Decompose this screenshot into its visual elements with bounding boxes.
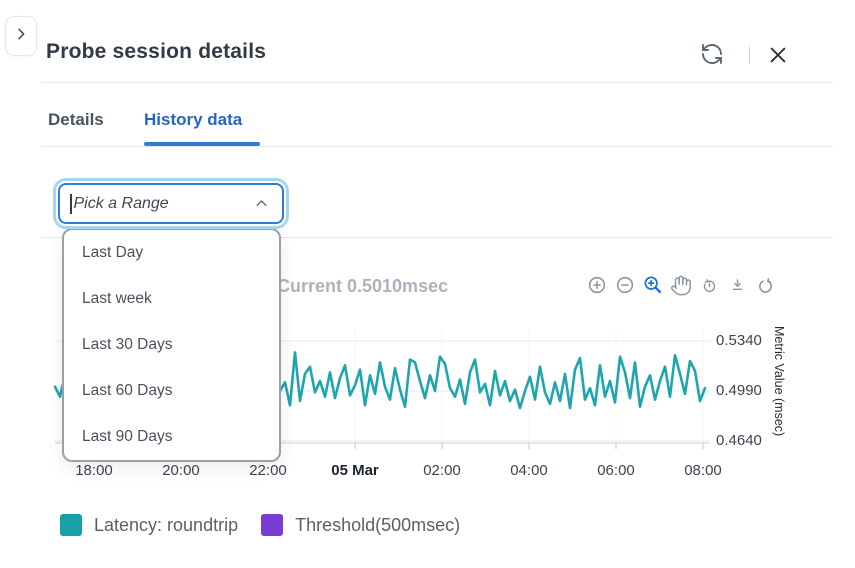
dropdown-option[interactable]: Last week xyxy=(82,290,152,307)
dropdown-option[interactable]: Last Day xyxy=(82,244,144,261)
selection-zoom-button[interactable] xyxy=(642,272,664,298)
x-axis-tick-label: 05 Mar xyxy=(331,462,379,479)
range-select[interactable]: Pick a Range xyxy=(53,178,289,229)
chevron-up-icon xyxy=(253,195,270,212)
text-cursor xyxy=(70,193,72,214)
pan-button[interactable] xyxy=(670,272,692,298)
tab-history-data[interactable]: History data xyxy=(144,110,243,129)
active-tab-underline xyxy=(144,142,260,146)
x-axis-tick-label: 22:00 xyxy=(249,462,287,479)
range-select-placeholder: Pick a Range xyxy=(73,194,169,212)
x-axis-tick-label: 08:00 xyxy=(684,462,722,479)
refresh-icon xyxy=(700,42,724,71)
legend-item-latency[interactable]: Latency: roundtrip xyxy=(60,514,238,536)
x-axis-tick-label: 02:00 xyxy=(423,462,461,479)
zoom-in-button[interactable] xyxy=(586,272,608,298)
chart-legend: Latency: roundtrip Threshold(500msec) xyxy=(60,514,460,536)
close-icon xyxy=(767,44,789,71)
header-action-divider xyxy=(749,47,750,64)
chart-current-value: Current 0.5010msec xyxy=(277,276,449,296)
section-divider xyxy=(42,237,833,238)
y-axis-tick-label: 0.4990 xyxy=(716,382,762,399)
refresh-button[interactable] xyxy=(699,43,725,69)
chevron-right-icon xyxy=(13,26,29,47)
download-button[interactable] xyxy=(726,272,748,298)
zoom-out-button[interactable] xyxy=(614,272,636,298)
reset-zoom-button[interactable] xyxy=(754,272,776,298)
x-axis-tick-label: 18:00 xyxy=(75,462,113,479)
tab-details[interactable]: Details xyxy=(48,110,104,129)
legend-label: Threshold(500msec) xyxy=(295,514,461,535)
restore-button[interactable] xyxy=(698,272,720,298)
legend-label: Latency: roundtrip xyxy=(94,514,239,535)
range-dropdown-list: Last Day Last week Last 30 Days Last 60 Day… xyxy=(62,228,281,462)
x-axis-tick-label: 04:00 xyxy=(510,462,548,479)
dropdown-option[interactable]: Last 90 Days xyxy=(82,428,173,445)
legend-item-threshold[interactable]: Threshold(500msec) xyxy=(261,514,460,536)
y-axis-tick-label: 0.4640 xyxy=(716,432,762,449)
threshold-series-swatch xyxy=(261,514,284,536)
page-title: Probe session details xyxy=(46,40,267,63)
dropdown-option[interactable]: Last 30 Days xyxy=(82,336,173,353)
chart-toolbar xyxy=(586,272,776,298)
header-divider xyxy=(42,82,833,83)
close-button[interactable] xyxy=(765,44,791,70)
y-axis-title: Metric Value (msec) xyxy=(772,326,786,437)
y-axis-tick-label: 0.5340 xyxy=(716,332,762,349)
dropdown-option[interactable]: Last 60 Days xyxy=(82,382,173,399)
x-axis-tick-label: 20:00 xyxy=(162,462,200,479)
panel-collapse-button[interactable] xyxy=(5,16,37,56)
tabs-divider xyxy=(42,146,833,147)
x-axis-tick-label: 06:00 xyxy=(597,462,635,479)
latency-series-swatch xyxy=(60,514,82,536)
